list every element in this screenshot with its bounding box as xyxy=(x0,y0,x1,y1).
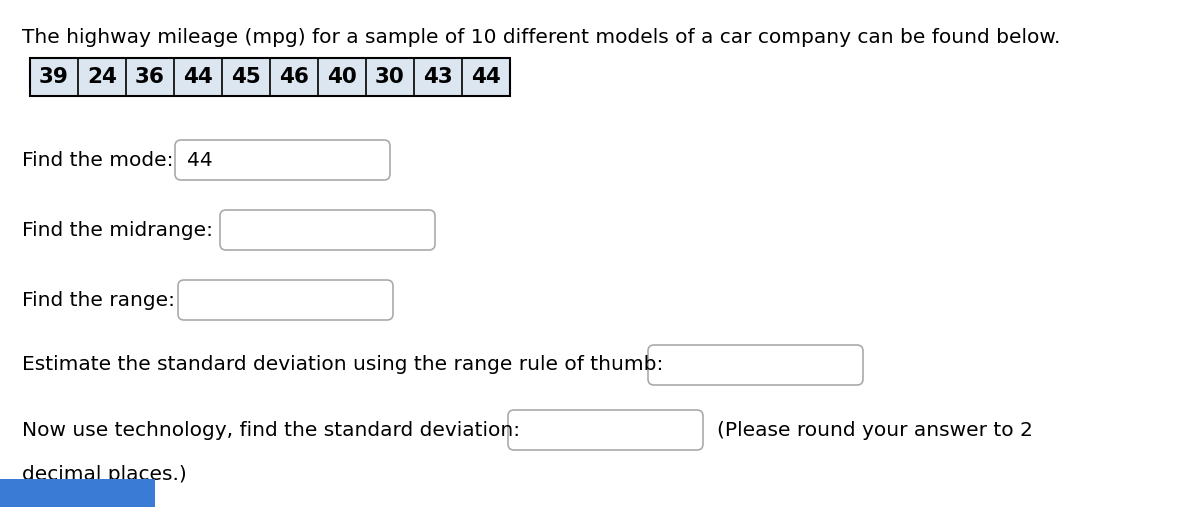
Text: 44: 44 xyxy=(187,150,212,170)
Text: 36: 36 xyxy=(136,67,164,87)
FancyBboxPatch shape xyxy=(508,410,703,450)
Text: 39: 39 xyxy=(40,67,68,87)
Text: Find the mode:: Find the mode: xyxy=(22,150,174,170)
FancyBboxPatch shape xyxy=(648,345,863,385)
FancyBboxPatch shape xyxy=(178,280,394,320)
Text: 44: 44 xyxy=(472,67,500,87)
Text: 43: 43 xyxy=(424,67,452,87)
Text: The highway mileage (mpg) for a sample of 10 different models of a car company c: The highway mileage (mpg) for a sample o… xyxy=(22,28,1061,47)
Text: Estimate the standard deviation using the range rule of thumb:: Estimate the standard deviation using th… xyxy=(22,356,664,374)
Text: (Please round your answer to 2: (Please round your answer to 2 xyxy=(718,420,1033,439)
Text: decimal places.): decimal places.) xyxy=(22,465,187,484)
Text: 30: 30 xyxy=(376,67,404,87)
Text: Now use technology, find the standard deviation:: Now use technology, find the standard de… xyxy=(22,420,520,439)
Text: 46: 46 xyxy=(280,67,308,87)
FancyBboxPatch shape xyxy=(175,140,390,180)
Text: 45: 45 xyxy=(232,67,260,87)
FancyBboxPatch shape xyxy=(0,479,155,507)
Text: 40: 40 xyxy=(328,67,356,87)
Text: 24: 24 xyxy=(88,67,116,87)
Text: Find the range:: Find the range: xyxy=(22,291,175,310)
Text: Find the midrange:: Find the midrange: xyxy=(22,220,214,239)
FancyBboxPatch shape xyxy=(30,58,510,96)
FancyBboxPatch shape xyxy=(220,210,436,250)
Text: 44: 44 xyxy=(184,67,212,87)
